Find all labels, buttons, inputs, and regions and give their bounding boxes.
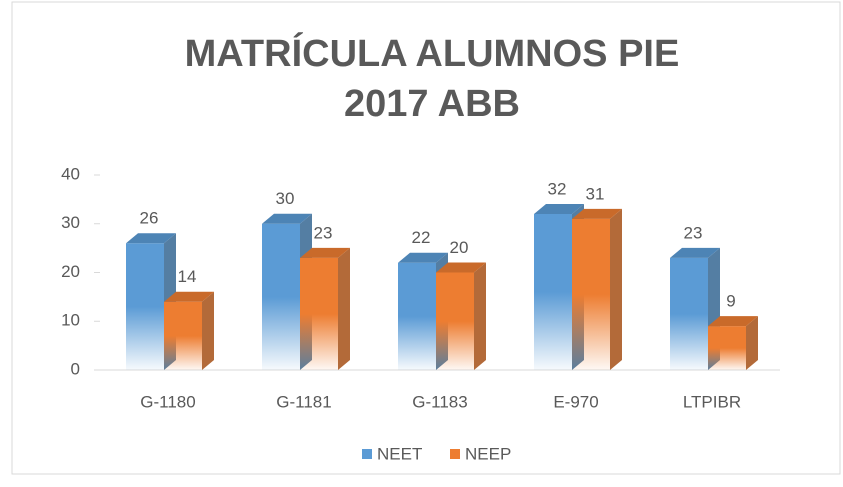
data-label: 14	[178, 267, 197, 286]
data-label: 22	[412, 228, 431, 247]
bar	[262, 223, 300, 370]
data-label: 9	[726, 292, 735, 311]
chart-title: MATRÍCULA ALUMNOS PIE	[185, 31, 680, 75]
x-tick-label: G-1180	[140, 392, 195, 411]
x-tick-label: LTPIBR	[683, 392, 741, 411]
bar	[572, 218, 610, 370]
data-label: 23	[684, 223, 703, 242]
bar-top	[534, 204, 584, 214]
data-label: 23	[314, 223, 333, 242]
data-label: 20	[450, 238, 469, 257]
bar-top	[572, 208, 622, 219]
data-label: 32	[548, 179, 567, 198]
bar-top	[262, 213, 312, 224]
bar-side	[202, 291, 214, 370]
bar	[708, 326, 746, 370]
y-tick-label: 0	[71, 359, 80, 378]
y-tick-label: 40	[61, 164, 80, 183]
data-label: 26	[140, 209, 159, 228]
bar-top	[398, 252, 448, 263]
bar-top	[670, 247, 720, 258]
y-tick-label: 30	[61, 213, 80, 232]
bar-side	[474, 262, 486, 370]
x-tick-label: E-970	[553, 392, 598, 411]
legend-label: NEET	[377, 444, 422, 463]
bar	[436, 272, 474, 370]
bar-side	[610, 208, 622, 370]
data-label: 31	[586, 184, 605, 203]
bar	[398, 262, 436, 370]
legend-label: NEEP	[465, 444, 511, 463]
bar-side	[338, 247, 350, 370]
bar-top	[300, 247, 350, 258]
bar	[164, 301, 202, 370]
bar	[126, 243, 164, 370]
data-label: 30	[276, 189, 295, 208]
bar-top	[164, 291, 214, 302]
x-tick-label: G-1181	[276, 392, 331, 411]
bar-top	[436, 262, 486, 273]
chart-title: 2017 ABB	[344, 83, 520, 125]
x-tick-label: G-1183	[412, 392, 467, 411]
bar	[300, 257, 338, 370]
bar-top	[708, 316, 758, 327]
bar	[534, 214, 572, 370]
legend-swatch	[362, 449, 372, 459]
y-tick-label: 10	[61, 311, 80, 330]
y-tick-label: 20	[61, 262, 80, 281]
bar-side	[746, 316, 758, 370]
bar-top	[126, 233, 176, 244]
bar	[670, 257, 708, 370]
legend-swatch	[450, 449, 460, 459]
